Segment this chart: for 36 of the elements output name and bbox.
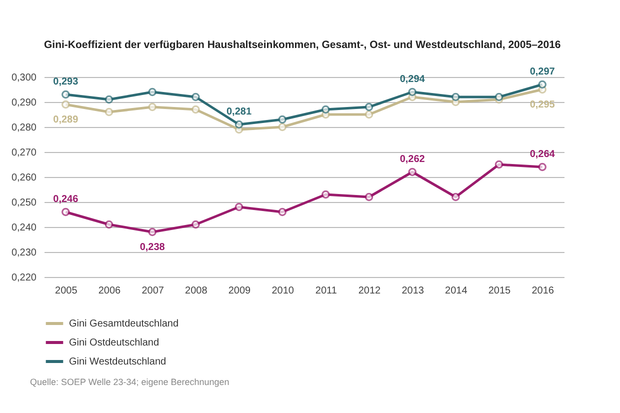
- y-tick-label: 0,240: [11, 222, 37, 234]
- x-tick-label: 2012: [358, 286, 382, 296]
- y-tick-label: 0,280: [11, 122, 37, 134]
- y-tick-label: 0,270: [11, 148, 37, 158]
- data-label: 0,293: [53, 76, 79, 88]
- data-label: 0,295: [530, 100, 556, 110]
- y-tick-label: 0,300: [11, 72, 37, 84]
- y-tick-label: 0,290: [11, 98, 37, 108]
- x-tick-label: 2011: [315, 286, 338, 296]
- legend-label: Gini Westdeutschland: [69, 356, 166, 368]
- chart-title: Gini-Koeffizient der verfügbaren Haushaltseinkommen, Gesamt-, Ost- und Westdeutschland, 2005–2016: [44, 39, 561, 51]
- x-tick-label: 2010: [272, 286, 294, 296]
- x-tick-label: 2006: [98, 286, 122, 296]
- x-tick-label: 2013: [402, 286, 424, 296]
- y-tick-label: 0,260: [11, 172, 37, 184]
- data-label: 0,294: [400, 74, 426, 85]
- data-label: 0,262: [400, 154, 426, 165]
- data-label: 0,238: [140, 242, 166, 253]
- x-tick-label: 2014: [445, 286, 468, 296]
- x-tick-label: 2007: [142, 286, 164, 296]
- y-tick-label: 0,230: [11, 248, 37, 258]
- x-tick-label: 2009: [228, 286, 252, 296]
- legend-label: Gini Gesamtdeutschland: [69, 318, 179, 330]
- x-tick-label: 2016: [532, 286, 554, 296]
- y-tick-label: 0,250: [11, 198, 37, 208]
- data-label: 0,264: [530, 149, 556, 160]
- data-label: 0,289: [53, 114, 79, 126]
- x-tick-label: 2005: [55, 286, 78, 296]
- data-label: 0,297: [530, 66, 556, 78]
- x-tick-label: 2008: [185, 286, 208, 296]
- x-tick-label: 2015: [488, 286, 512, 296]
- source-note: Quelle: SOEP Welle 23-34; eigene Berechnungen: [30, 377, 230, 387]
- legend-label: Gini Ostdeutschland: [69, 338, 160, 348]
- y-tick-label: 0,220: [11, 272, 37, 284]
- data-label: 0,281: [226, 106, 252, 118]
- data-label: 0,246: [53, 194, 79, 205]
